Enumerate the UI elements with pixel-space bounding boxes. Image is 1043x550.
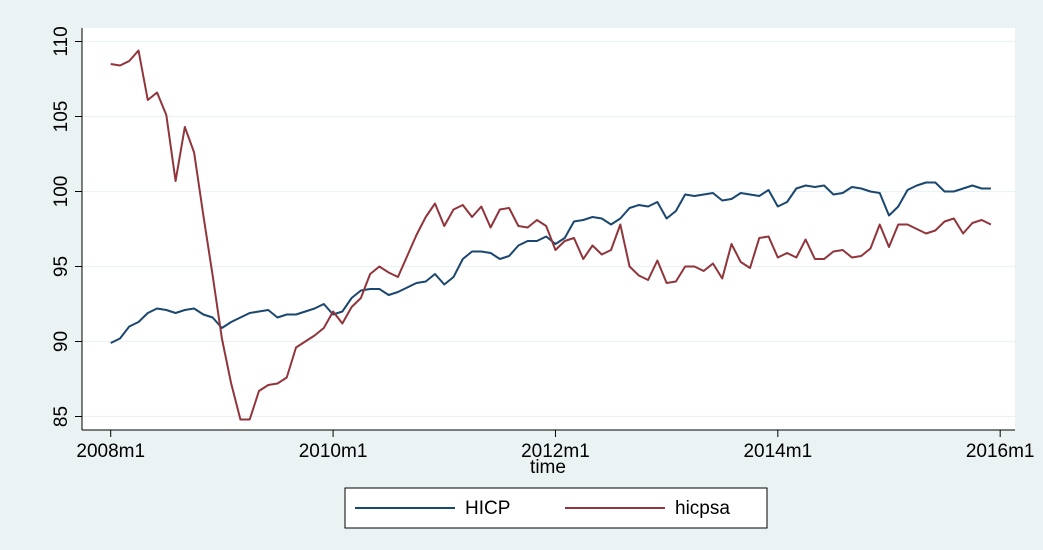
y-tick-label: 110: [51, 26, 72, 56]
x-tick-label: 2014m1: [743, 441, 812, 462]
y-tick-label: 105: [51, 101, 72, 133]
x-tick-label: 2016m1: [966, 441, 1035, 462]
legend-label: hicpsa: [675, 498, 730, 519]
y-tick-label: 95: [51, 256, 72, 277]
x-axis-title: time: [530, 457, 566, 478]
x-tick-label: 2012m1: [521, 441, 590, 462]
x-tick-label: 2010m1: [299, 441, 368, 462]
y-tick-label: 85: [51, 406, 72, 427]
plot-region: [82, 28, 1015, 430]
series-line: [110, 49, 992, 421]
y-tick-label: 100: [51, 176, 72, 208]
legend-label: HICP: [465, 498, 510, 519]
y-tick-label: 90: [51, 331, 72, 352]
x-tick-label: 2008m1: [76, 441, 145, 462]
